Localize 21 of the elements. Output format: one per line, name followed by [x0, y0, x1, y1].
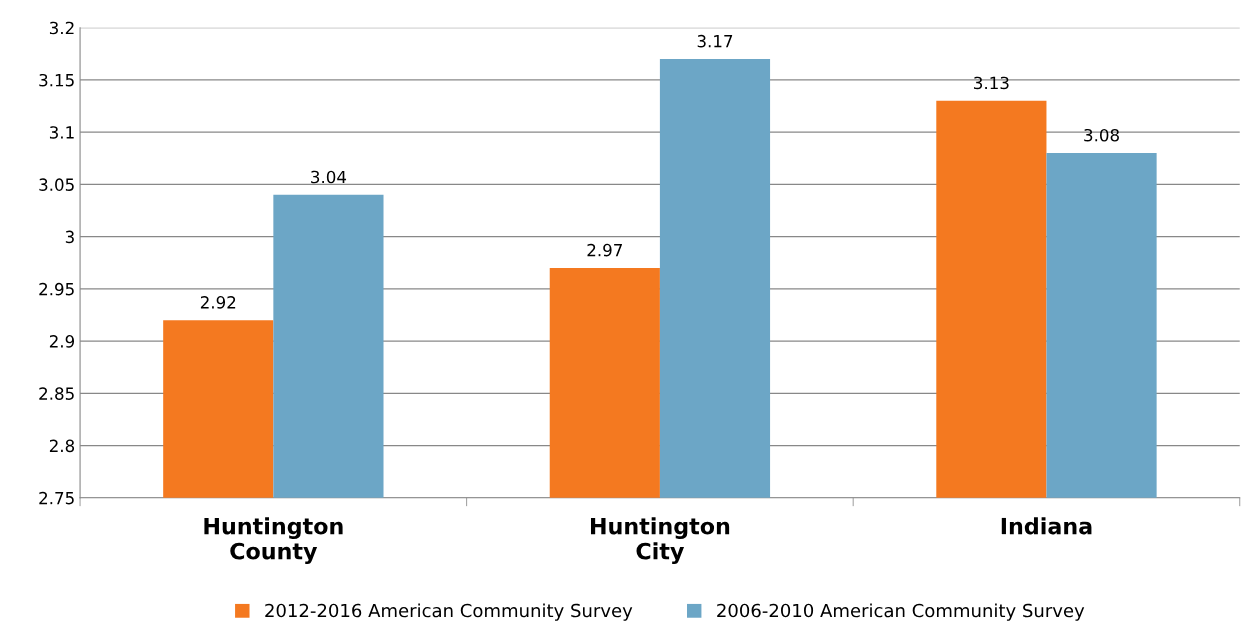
y-tick-label: 2.8: [49, 439, 75, 453]
data-label: 3.13: [974, 76, 1009, 90]
y-tick-label: 2.75: [39, 491, 74, 505]
legend-label: 2012-2016 American Community Survey: [265, 603, 633, 621]
legend-label: 2006-2010 American Community Survey: [717, 603, 1085, 621]
y-tick-label: 3: [65, 230, 74, 244]
y-tick-label: 2.9: [49, 335, 75, 348]
data-label: 3.04: [311, 170, 347, 184]
y-tick-label: 2.85: [39, 387, 74, 400]
y-tick-label: 2.95: [39, 282, 74, 296]
data-label: 3.08: [1084, 128, 1119, 142]
data-label: 3.17: [697, 34, 733, 48]
data-label: 2.92: [200, 296, 236, 309]
x-tick-label: Huntington City: [590, 517, 730, 564]
data-label: 2.97: [587, 243, 622, 257]
y-tick-label: 3.05: [39, 178, 74, 191]
y-tick-label: 3.1: [49, 126, 74, 139]
x-tick-label: Indiana: [1001, 517, 1092, 535]
x-tick-label: Huntington County: [204, 517, 343, 564]
y-tick-label: 3.2: [49, 21, 74, 35]
y-tick-label: 3.15: [39, 73, 74, 87]
